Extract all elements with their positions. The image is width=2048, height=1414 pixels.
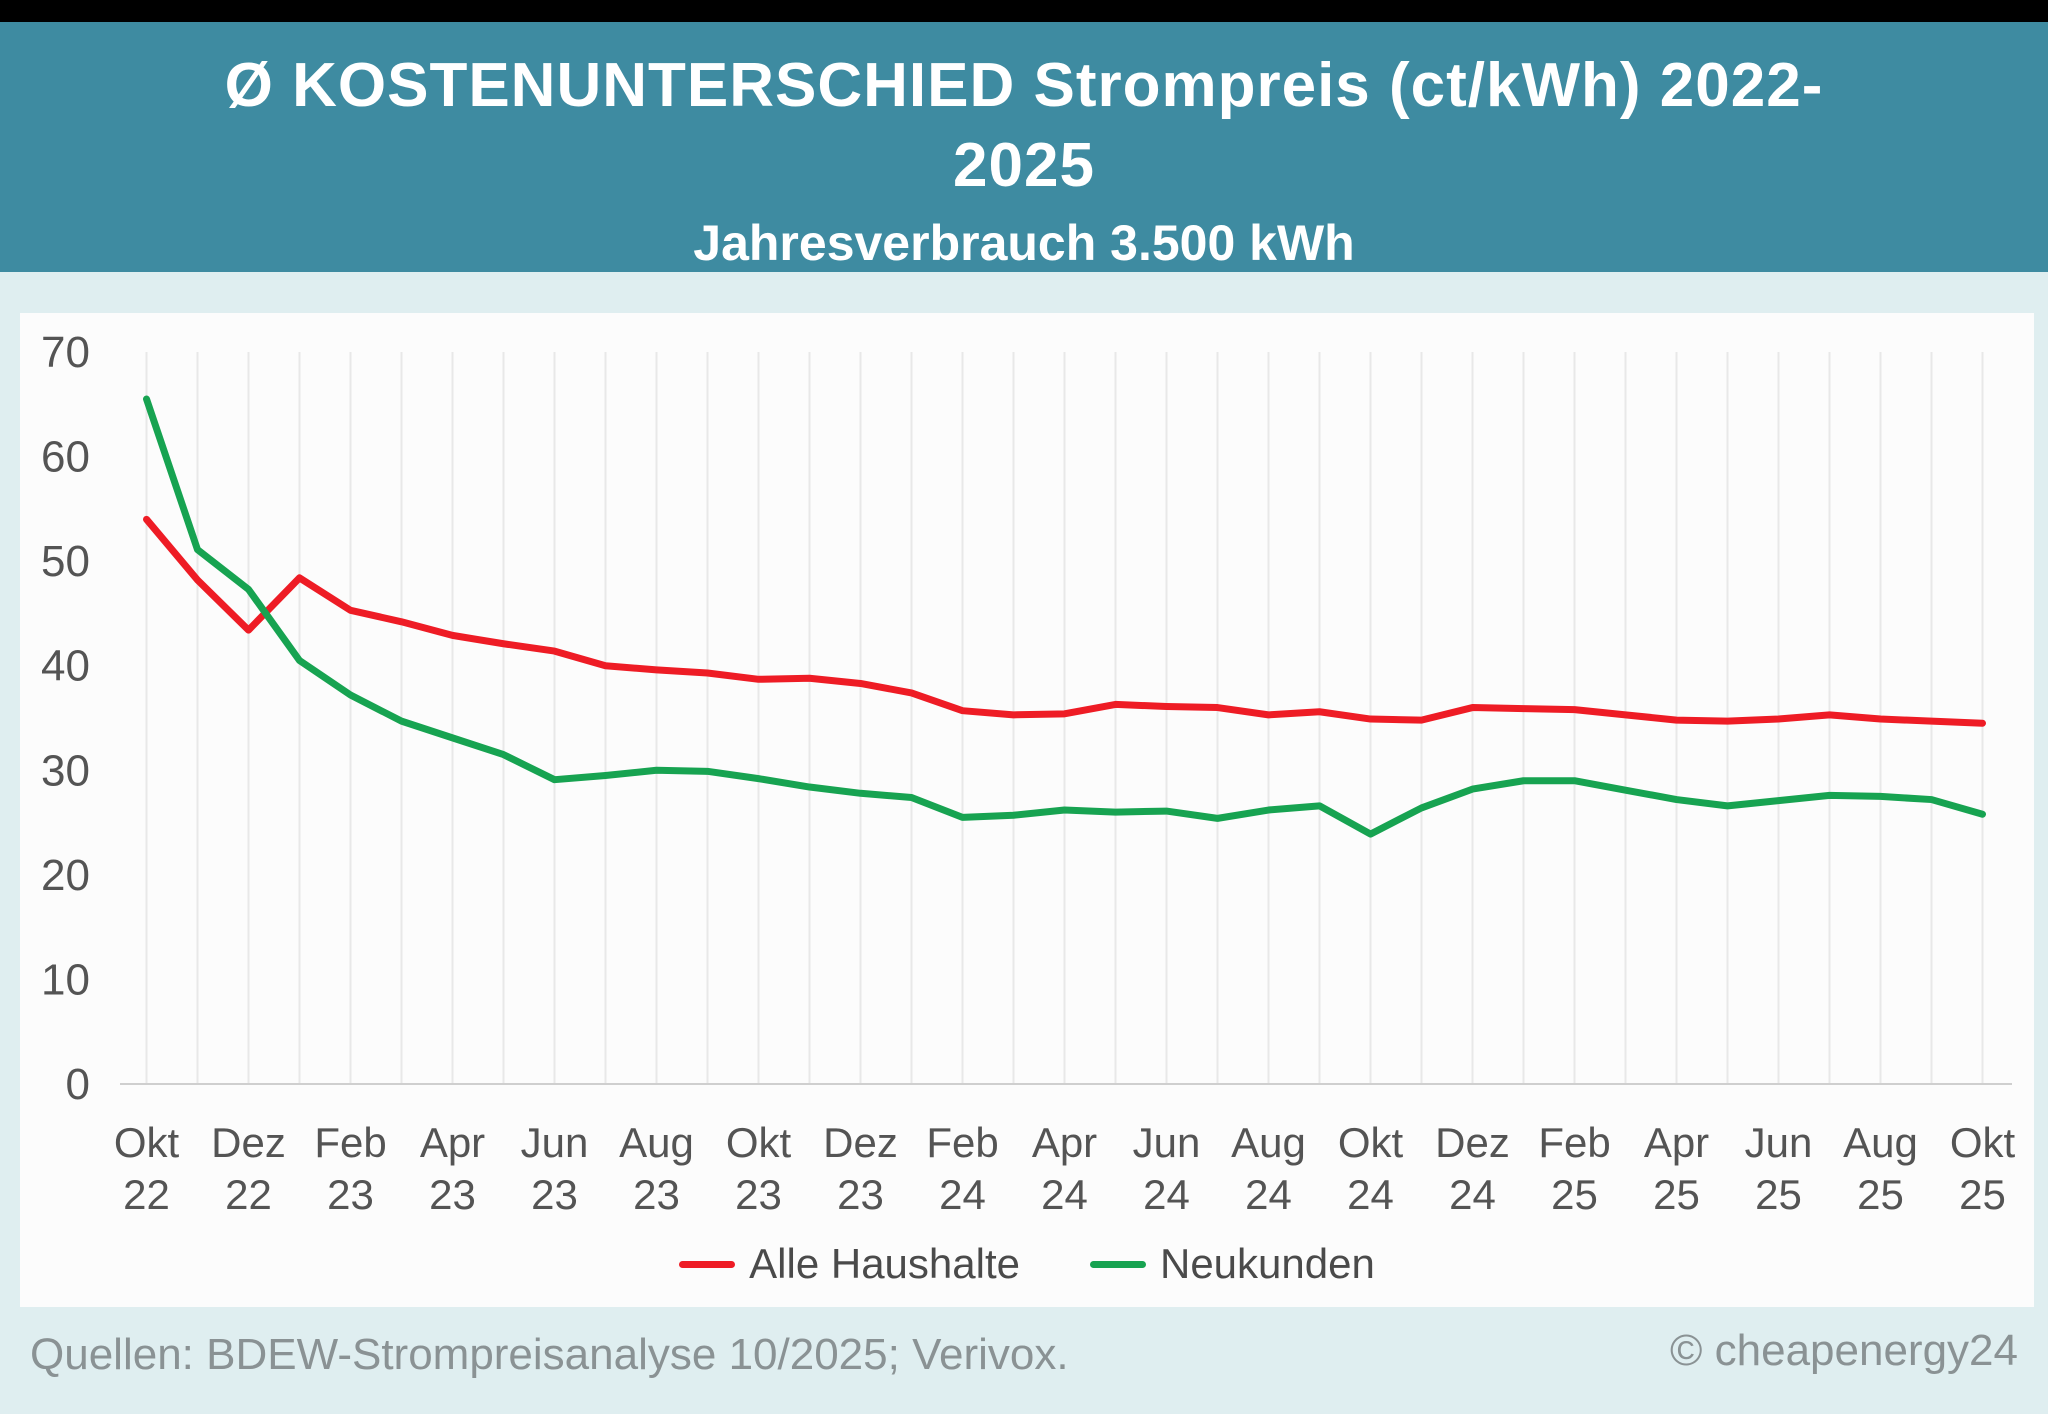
legend-item-alle-haushalte: Alle Haushalte	[679, 1240, 1020, 1288]
x-tick-label-year: 24	[939, 1171, 986, 1218]
legend-item-neukunden: Neukunden	[1089, 1240, 1375, 1288]
x-tick-label-month: Jun	[1133, 1119, 1201, 1166]
x-tick-label-year: 23	[837, 1171, 884, 1218]
y-tick-label: 40	[41, 642, 90, 691]
x-tick-label-year: 24	[1143, 1171, 1190, 1218]
x-tick-label-year: 24	[1245, 1171, 1292, 1218]
page-title-line2: 2025	[953, 131, 1095, 200]
x-tick-label-month: Apr	[1032, 1119, 1097, 1166]
x-tick-label-month: Apr	[420, 1119, 485, 1166]
x-tick-label-year: 23	[429, 1171, 476, 1218]
x-tick-label-month: Feb	[314, 1119, 386, 1166]
series-line-neukunden	[143, 395, 1986, 838]
x-tick-label-year: 25	[1551, 1171, 1598, 1218]
x-tick-label-year: 24	[1041, 1171, 1088, 1218]
legend-label: Alle Haushalte	[749, 1240, 1020, 1287]
x-tick-label-month: Aug	[1231, 1119, 1306, 1166]
x-tick-label-month: Jun	[1745, 1119, 1813, 1166]
y-tick-label: 10	[41, 955, 90, 1004]
x-tick-label-year: 25	[1755, 1171, 1802, 1218]
x-tick-label-year: 25	[1959, 1171, 2006, 1218]
x-tick-label-year: 23	[735, 1171, 782, 1218]
x-tick-label-month: Aug	[1843, 1119, 1918, 1166]
y-tick-label: 70	[41, 328, 90, 377]
x-tick-label-month: Feb	[1538, 1119, 1610, 1166]
chart-card	[20, 313, 2034, 1307]
legend-dash-icon	[679, 1260, 736, 1268]
x-tick-label-month: Apr	[1644, 1119, 1709, 1166]
x-tick-label-year: 23	[531, 1171, 578, 1218]
page-title-line1: Ø KOSTENUNTERSCHIED Strompreis (ct/kWh) …	[224, 51, 1824, 120]
y-tick-label: 50	[41, 537, 90, 586]
x-tick-label-month: Aug	[619, 1119, 694, 1166]
series-line-alle-haushalte	[143, 515, 1986, 727]
copyright-text: © cheapenergy24	[1669, 1326, 2018, 1375]
legend-dash-icon	[1089, 1260, 1146, 1268]
x-tick-label-year: 22	[225, 1171, 272, 1218]
y-tick-label: 30	[41, 746, 90, 795]
y-tick-label: 60	[41, 433, 90, 482]
page-subtitle: Jahresverbrauch 3.500 kWh	[693, 215, 1355, 271]
x-tick-label-year: 23	[327, 1171, 374, 1218]
x-tick-label-year: 25	[1857, 1171, 1904, 1218]
chart-legend: Alle Haushalte Neukunden	[20, 1236, 2034, 1292]
x-tick-label-month: Jun	[521, 1119, 589, 1166]
x-tick-label-month: Feb	[926, 1119, 998, 1166]
x-tick-label-month: Okt	[726, 1119, 792, 1166]
page-title: Ø KOSTENUNTERSCHIED Strompreis (ct/kWh) …	[0, 22, 2048, 206]
x-tick-label-month: Okt	[1950, 1119, 2016, 1166]
y-tick-label: 0	[66, 1060, 90, 1109]
top-bar	[0, 0, 2048, 22]
x-tick-label-month: Dez	[823, 1119, 898, 1166]
x-tick-label-year: 22	[123, 1171, 170, 1218]
sources-text: Quellen: BDEW-Strompreisanalyse 10/2025;…	[30, 1330, 1069, 1379]
x-tick-label-month: Okt	[1338, 1119, 1404, 1166]
x-tick-label-year: 24	[1449, 1171, 1496, 1218]
x-tick-label-year: 24	[1347, 1171, 1394, 1218]
x-tick-label-month: Dez	[211, 1119, 286, 1166]
y-tick-label: 20	[41, 851, 90, 900]
legend-label: Neukunden	[1159, 1240, 1375, 1287]
x-tick-label-month: Dez	[1435, 1119, 1510, 1166]
x-tick-label-year: 25	[1653, 1171, 1700, 1218]
x-tick-label-month: Okt	[114, 1119, 180, 1166]
header: Ø KOSTENUNTERSCHIED Strompreis (ct/kWh) …	[0, 22, 2048, 272]
x-tick-label-year: 23	[633, 1171, 680, 1218]
